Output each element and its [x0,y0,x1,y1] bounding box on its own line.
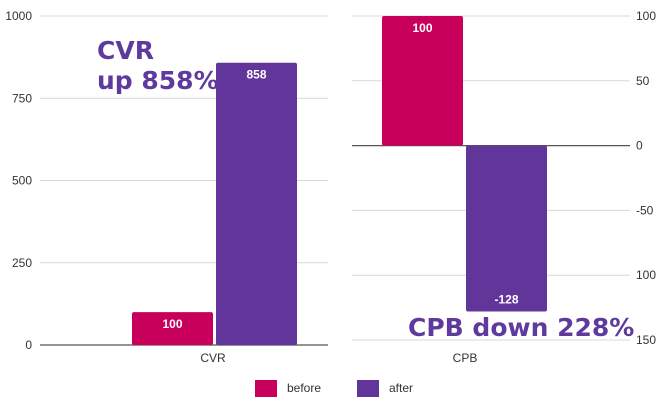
y-tick-label-cpb-3: -50 [636,203,654,217]
bar-cpb-before [382,16,463,146]
x-category-label-cvr: CVR [200,351,226,365]
data-label-cvr-after: 858 [246,68,266,82]
y-tick-label-cpb-5: 150 [636,333,656,347]
legend: before after [0,376,668,400]
legend-item-after[interactable]: after [357,379,414,397]
bar-cvr-after [216,62,297,346]
y-tick-label-cvr-2: 500 [12,174,32,188]
cvr-annotation-line2: up 858% [97,66,219,95]
legend-swatch-after [357,379,379,397]
y-tick-label-cvr-3: 750 [12,91,32,105]
legend-item-before[interactable]: before [254,379,321,397]
legend-label-before: before [286,381,321,395]
cvr-annotation: CVR up 858% [97,36,219,96]
y-tick-label-cvr-1: 250 [12,256,32,270]
cpb-annotation: CPB down 228% [408,313,635,342]
y-tick-label-cpb-2: 0 [636,139,643,153]
data-label-cvr-before: 100 [162,317,182,331]
data-label-cpb-after: -128 [494,292,518,306]
legend-swatch-before [254,379,277,397]
x-category-label-cpb: CPB [453,351,478,365]
bar-cvr-before [132,312,213,345]
y-tick-label-cvr-4: 1000 [5,9,32,23]
y-tick-label-cpb-4: 100 [636,268,656,282]
y-tick-label-cpb-0: 100 [636,9,656,23]
y-tick-label-cpb-1: 50 [636,74,650,88]
legend-label-after: after [389,381,414,395]
bar-cpb-after [466,145,547,312]
cvr-annotation-line1: CVR [97,36,154,65]
y-tick-label-cvr-0: 0 [25,338,32,352]
data-label-cpb-before: 100 [412,21,432,35]
